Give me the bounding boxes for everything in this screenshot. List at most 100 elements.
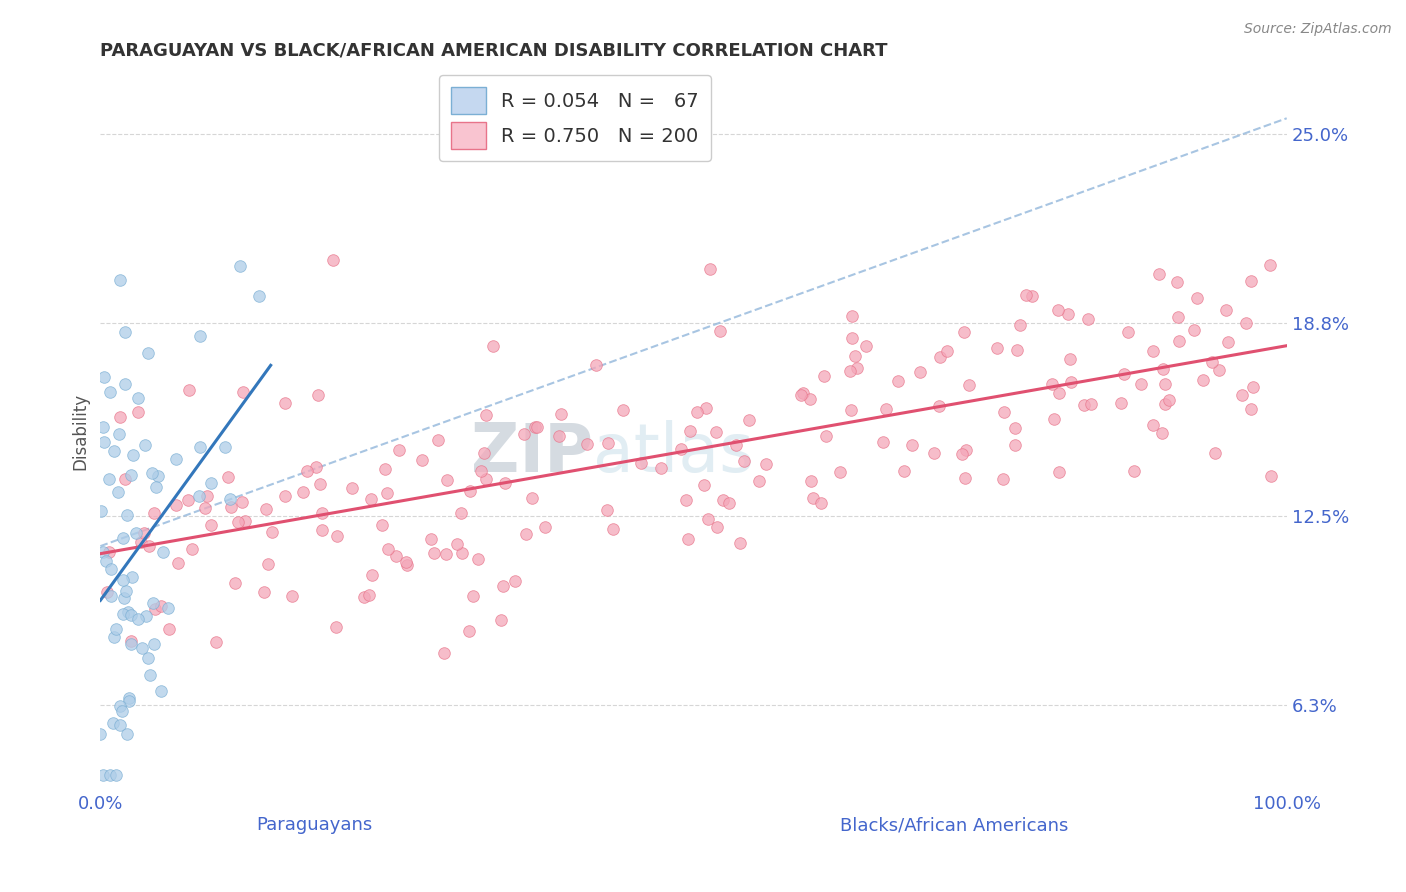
Point: [93, 434, 115, 449]
Point: [728, 535, 751, 549]
Point: [841, 309, 863, 323]
Point: [1147, 267, 1170, 281]
Point: [813, 369, 835, 384]
Point: [1021, 289, 1043, 303]
Point: [993, 405, 1015, 419]
Point: [219, 500, 242, 514]
Point: [135, 608, 157, 623]
Point: [470, 464, 492, 478]
Point: [143, 507, 166, 521]
Point: [419, 533, 441, 547]
Point: [371, 518, 394, 533]
Point: [709, 324, 731, 338]
Point: [291, 485, 314, 500]
Point: [489, 614, 512, 628]
Point: [953, 325, 976, 339]
Point: [127, 612, 149, 626]
Point: [233, 514, 256, 528]
Point: [458, 624, 481, 638]
Point: [724, 438, 747, 452]
Point: [121, 570, 143, 584]
Point: [512, 427, 534, 442]
Text: Paraguayans: Paraguayans: [256, 816, 373, 834]
Point: [357, 588, 380, 602]
Point: [112, 591, 135, 605]
Point: [491, 579, 513, 593]
Point: [630, 456, 652, 470]
Point: [1056, 307, 1078, 321]
Point: [1166, 275, 1188, 289]
Point: [596, 435, 619, 450]
Point: [396, 558, 419, 573]
Point: [450, 506, 472, 520]
Point: [887, 374, 910, 388]
Point: [108, 410, 131, 425]
Point: [526, 420, 548, 434]
Point: [256, 557, 278, 571]
Point: [120, 468, 142, 483]
Point: [142, 596, 165, 610]
Point: [353, 590, 375, 604]
Point: [118, 694, 141, 708]
Point: [1040, 377, 1063, 392]
Point: [134, 438, 156, 452]
Point: [446, 536, 468, 550]
Point: [436, 473, 458, 487]
Point: [114, 325, 136, 339]
Point: [1201, 355, 1223, 369]
Point: [150, 683, 173, 698]
Point: [1014, 288, 1036, 302]
Point: [422, 546, 444, 560]
Point: [602, 522, 624, 536]
Point: [177, 492, 200, 507]
Point: [120, 637, 142, 651]
Point: [1152, 362, 1174, 376]
Point: [792, 385, 814, 400]
Point: [218, 492, 240, 507]
Point: [669, 442, 692, 456]
Point: [280, 589, 302, 603]
Point: [427, 433, 450, 447]
Point: [375, 486, 398, 500]
Point: [112, 607, 135, 622]
Point: [1077, 311, 1099, 326]
Point: [224, 575, 246, 590]
Point: [374, 462, 396, 476]
Point: [533, 520, 555, 534]
Point: [188, 329, 211, 343]
Point: [650, 461, 672, 475]
Point: [1059, 351, 1081, 366]
Point: [180, 541, 202, 556]
Point: [1258, 258, 1281, 272]
Point: [311, 523, 333, 537]
Point: [111, 573, 134, 587]
Point: [152, 544, 174, 558]
Point: [1230, 388, 1253, 402]
Point: [114, 472, 136, 486]
Point: [475, 472, 498, 486]
Point: [411, 452, 433, 467]
Point: [122, 448, 145, 462]
Point: [717, 496, 740, 510]
Point: [262, 524, 284, 539]
Point: [875, 402, 897, 417]
Point: [142, 637, 165, 651]
Point: [117, 606, 139, 620]
Point: [790, 388, 813, 402]
Point: [515, 526, 537, 541]
Point: [103, 444, 125, 458]
Point: [100, 562, 122, 576]
Point: [120, 633, 142, 648]
Point: [150, 599, 173, 614]
Point: [841, 331, 863, 345]
Point: [1130, 376, 1153, 391]
Point: [704, 425, 727, 439]
Point: [97, 545, 120, 559]
Point: [141, 467, 163, 481]
Point: [1239, 274, 1261, 288]
Point: [711, 492, 734, 507]
Point: [308, 477, 330, 491]
Point: [1187, 291, 1209, 305]
Point: [692, 478, 714, 492]
Point: [450, 546, 472, 560]
